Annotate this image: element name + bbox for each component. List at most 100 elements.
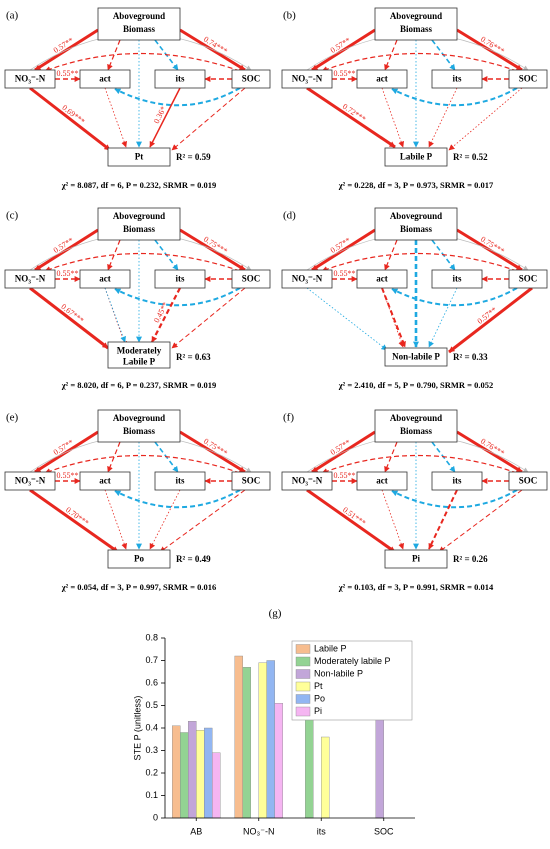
- y-tick-label: 0.8: [145, 632, 158, 642]
- target-box: [384, 147, 448, 167]
- legend-swatch: [295, 706, 311, 717]
- y-tick-label: 0.1: [145, 790, 158, 800]
- path-diagram: (b)0.57** 0.76***0.55**0.72***Aboveground…: [281, 7, 548, 190]
- node-label: Moderately: [117, 346, 162, 356]
- node-label: NO₃⁻-N: [292, 476, 323, 486]
- path-diagram: (e)0.57** 0.75***0.55**0.70***Aboveground…: [4, 409, 271, 592]
- legend-swatch: [295, 694, 311, 704]
- path-arrow: [391, 287, 518, 307]
- path-arrow: [321, 52, 518, 72]
- node-box: [79, 471, 131, 491]
- path-arrow: [381, 87, 405, 148]
- node-label: Labile P: [400, 152, 433, 162]
- path-arrow: [171, 87, 246, 151]
- path-arrow: [456, 228, 523, 272]
- node-box: [431, 471, 483, 491]
- bar: [274, 703, 283, 819]
- path-arrow: [448, 87, 523, 151]
- fit-statistics: χ² = 8.020, df = 6, P = 0.237, SRMR = 0.…: [61, 380, 217, 390]
- node-box: [97, 207, 181, 241]
- path-arrow: [306, 287, 388, 351]
- path-arrow: [159, 489, 246, 553]
- bar: [204, 727, 213, 819]
- node-box: [374, 409, 458, 443]
- bar: [172, 725, 181, 819]
- path-arrow: [391, 489, 518, 509]
- node-label: Aboveground: [113, 211, 165, 221]
- path-arrow: [149, 489, 181, 550]
- target-box: [107, 549, 171, 569]
- node-label: its: [453, 274, 462, 284]
- node-box: [231, 471, 271, 491]
- bar: [196, 730, 205, 819]
- panel-label: (c): [6, 210, 19, 222]
- y-tick-label: 0.5: [145, 700, 158, 710]
- bar: [321, 736, 330, 819]
- panel-label: (e): [6, 412, 19, 424]
- path-diagram: (f)0.57** 0.76***0.55**0.51***Aboveground…: [281, 409, 548, 592]
- y-tick-label: 0.2: [145, 767, 158, 777]
- node-box: [154, 69, 206, 89]
- node-box: [79, 269, 131, 289]
- path-arrow: [321, 252, 518, 272]
- path-arrow: [391, 87, 518, 107]
- legend-label: Po: [314, 693, 325, 703]
- r-squared: R² = 0.52: [453, 152, 488, 162]
- y-axis-label: STE P (unitless): [132, 696, 142, 761]
- path-arrow: [179, 228, 246, 272]
- target-box: [384, 347, 448, 367]
- path-arrow: [428, 489, 458, 550]
- node-label: NO₃⁻-N: [15, 476, 46, 486]
- node-label: Biomass: [400, 224, 433, 234]
- path-arrow: [104, 287, 126, 343]
- node-box: [431, 269, 483, 289]
- path-arrow: [179, 28, 246, 72]
- node-label: its: [453, 476, 462, 486]
- path-arrow: [381, 489, 405, 550]
- node-box: [356, 471, 408, 491]
- r-squared: R² = 0.59: [176, 152, 211, 162]
- path-arrow: [448, 286, 533, 354]
- target-box: [107, 147, 171, 167]
- node-label: act: [376, 274, 388, 284]
- node-label: its: [176, 74, 185, 84]
- legend-swatch: [295, 656, 311, 667]
- path-arrow: [306, 488, 396, 554]
- fit-statistics: χ² = 0.103, df = 3, P = 0.991, SRMR = 0.…: [338, 582, 494, 592]
- path-arrow: [438, 489, 523, 553]
- path-arrow: [104, 489, 128, 550]
- bar: [234, 655, 243, 819]
- node-label: SOC: [242, 274, 261, 284]
- x-tick-label: NO₃⁻-N: [243, 826, 274, 836]
- node-box: [281, 471, 333, 491]
- node-box: [281, 69, 333, 89]
- path-arrow: [44, 52, 241, 72]
- node-box: [508, 269, 548, 289]
- path-arrow: [151, 287, 181, 343]
- path-diagram: (c)0.57** 0.75***0.55**0.67*** 0.45**Above…: [4, 207, 271, 390]
- fit-statistics: χ² = 2.410, df = 5, P = 0.790, SRMR = 0.…: [338, 380, 494, 390]
- node-label: act: [376, 476, 388, 486]
- fit-statistics: χ² = 0.054, df = 3, P = 0.997, SRMR = 0.…: [61, 582, 217, 592]
- path-coefficient: 0.55**: [57, 69, 79, 78]
- y-tick-label: 0.4: [145, 722, 158, 732]
- node-label: act: [376, 74, 388, 84]
- r-squared: R² = 0.33: [453, 352, 488, 362]
- y-tick-label: 0: [153, 812, 158, 822]
- node-box: [231, 269, 271, 289]
- path-coefficient: 0.55**: [334, 269, 356, 278]
- node-box: [281, 269, 333, 289]
- node-label: Non-labile P: [392, 352, 440, 362]
- node-box: [154, 471, 206, 491]
- path-arrow: [44, 252, 241, 272]
- path-arrow: [149, 87, 181, 148]
- path-diagram: (a)0.57** 0.74***0.55**0.69*** 0.36*Aboveg…: [4, 7, 271, 190]
- node-label: its: [176, 274, 185, 284]
- fit-statistics: χ² = 0.228, df = 3, P = 0.973, SRMR = 0.…: [338, 180, 494, 190]
- bar: [188, 721, 197, 819]
- node-box: [4, 471, 56, 491]
- bar: [180, 732, 189, 819]
- node-label: SOC: [519, 74, 538, 84]
- node-label: Biomass: [123, 426, 156, 436]
- node-box: [508, 69, 548, 89]
